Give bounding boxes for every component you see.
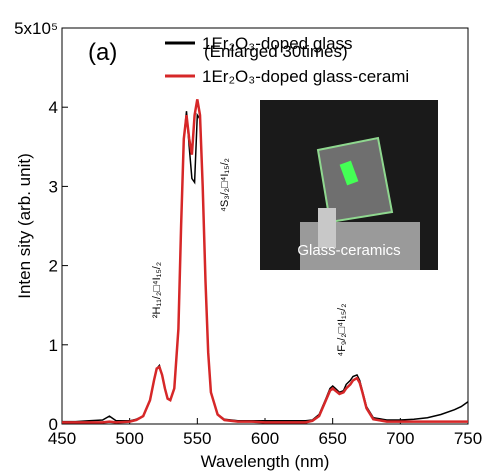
legend-label: 1Er₂O₃-doped glass	[202, 34, 353, 53]
y-tick-label: 3	[49, 177, 58, 196]
y-tick-label: 4	[49, 98, 58, 117]
y-tick-label: 0	[49, 415, 58, 434]
x-tick-label: 750	[454, 429, 482, 448]
chart: Glass-ceramics (a) Wavelength (nm) Inten…	[0, 0, 491, 474]
x-tick-label: 650	[318, 429, 346, 448]
inset-label: Glass-ceramics	[297, 242, 400, 259]
transition-label: ⁴S₃/₂□⁴I₁₅/₂	[219, 158, 231, 212]
transition-label: ²H₁₁/₂□⁴I₁₅/₂	[151, 262, 163, 318]
transition-label: ⁴F₉/₂□⁴I₁₅/₂	[336, 303, 348, 356]
panel-label: (a)	[88, 39, 117, 66]
x-tick-label: 700	[386, 429, 414, 448]
x-tick-label: 550	[183, 429, 211, 448]
x-axis-label: Wavelength (nm)	[201, 452, 330, 471]
x-tick-label: 600	[251, 429, 279, 448]
y-tick-label: 1	[49, 336, 58, 355]
legend-label: 1Er₂O₃-doped glass-cerami	[202, 67, 409, 86]
y-tick-label: 5x10⁵	[14, 19, 58, 38]
y-tick-label: 2	[49, 257, 58, 276]
x-tick-label: 500	[115, 429, 143, 448]
inset-photo: Glass-ceramics	[260, 100, 438, 270]
y-axis-label: Inten sity (arb. unit)	[15, 153, 34, 299]
